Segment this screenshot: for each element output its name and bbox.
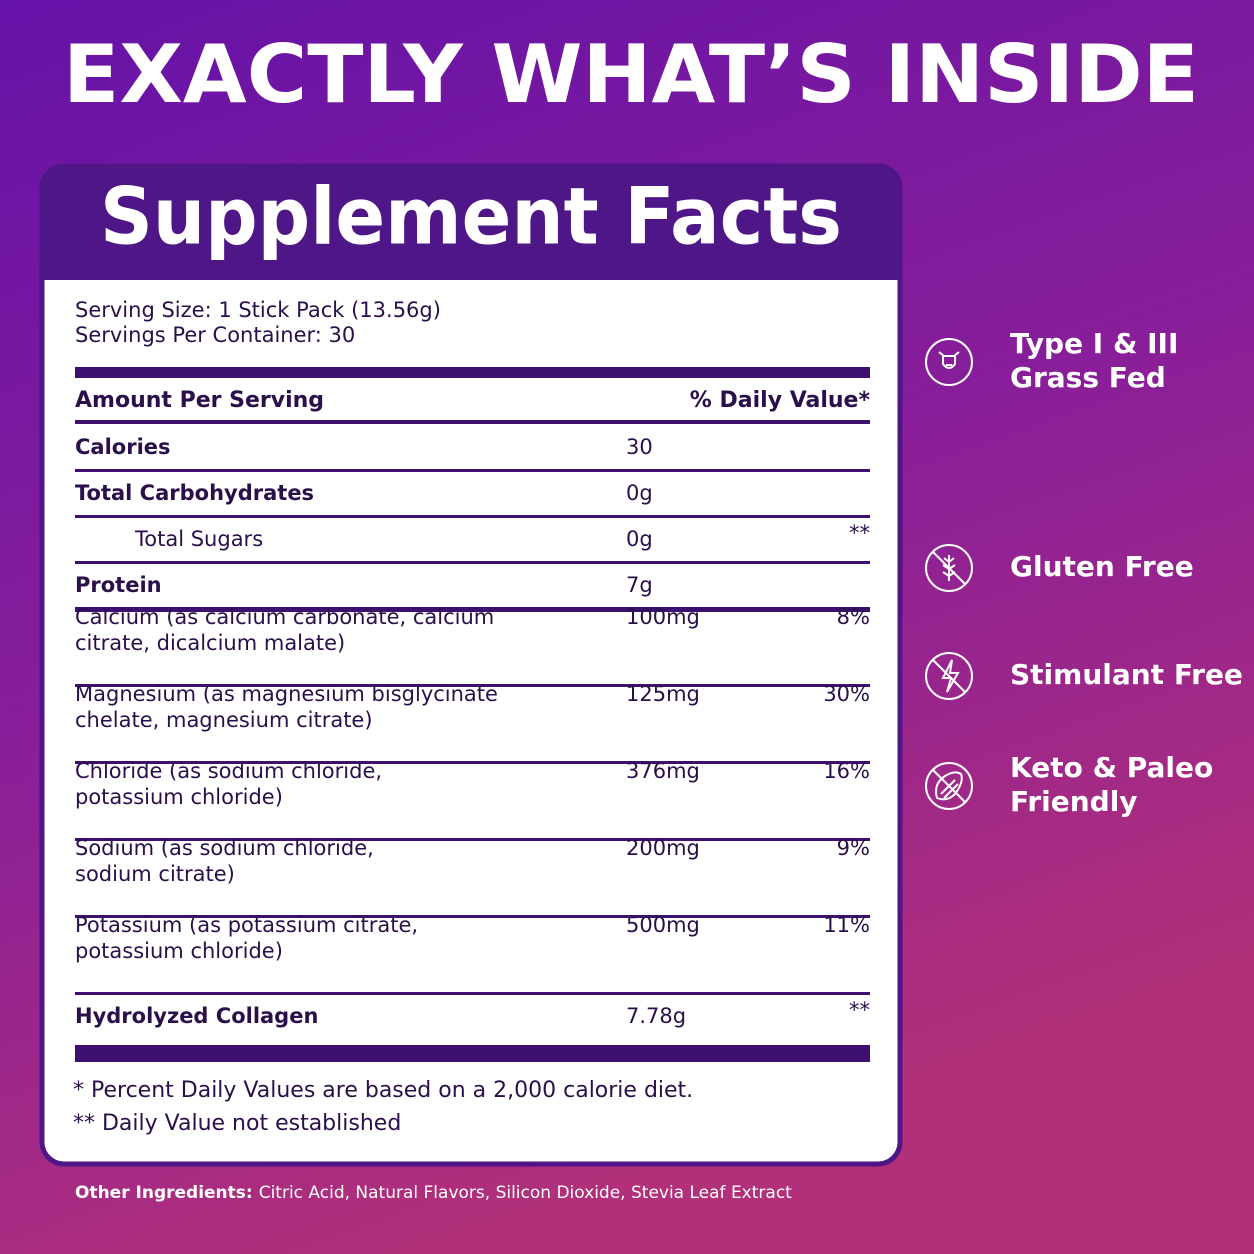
badge-label: Stimulant Free [1010, 658, 1243, 691]
bolt-icon [925, 652, 973, 700]
thick-rule [75, 1045, 870, 1062]
nutrient-name: Total Sugars [134, 527, 263, 551]
daily-value: 8% [837, 605, 870, 629]
cow-icon [925, 338, 973, 386]
daily-value: 11% [823, 913, 870, 937]
amount: 30 [626, 435, 653, 459]
daily-value: 30% [823, 682, 870, 706]
meat-icon [925, 762, 973, 810]
other-ingredients: Other Ingredients: Citric Acid, Natural F… [75, 1183, 792, 1203]
badge-label: Type I & III [1010, 327, 1178, 360]
rule [75, 761, 870, 764]
badge-label: Gluten Free [1010, 550, 1194, 583]
rule [75, 561, 870, 564]
rule [75, 515, 870, 518]
amount: 0g [626, 481, 653, 505]
badge-label: Friendly [1010, 785, 1138, 818]
nutrient-name: chelate, magnesium citrate) [75, 708, 373, 732]
panel-title: Supplement Facts [100, 172, 842, 262]
amount: 100mg [626, 605, 700, 629]
badge-label: Grass Fed [1010, 361, 1166, 394]
nutrient-name: Calories [75, 435, 171, 459]
other-ingredients-text: Citric Acid, Natural Flavors, Silicon Di… [259, 1183, 792, 1203]
panel-header [42, 166, 900, 280]
nutrient-name: potassium chloride) [75, 939, 283, 963]
rule [75, 469, 870, 472]
nutrient-name: citrate, dicalcium malate) [75, 631, 345, 655]
column-header: Amount Per Serving [75, 388, 324, 413]
nutrient-name: Magnesium (as magnesium bisglycinate [75, 682, 498, 706]
page-title: EXACTLY WHAT’S INSIDE [63, 28, 1199, 121]
serving-info: Servings Per Container: 30 [75, 323, 355, 347]
amount: 200mg [626, 836, 700, 860]
rule [75, 838, 870, 841]
daily-value: ** [849, 521, 870, 545]
nutrient-name: Protein [75, 573, 162, 597]
daily-value: 16% [823, 759, 870, 783]
footnote: * Percent Daily Values are based on a 2,… [73, 1078, 693, 1103]
nutrient-name: Potassium (as potassium citrate, [75, 913, 418, 937]
amount: 0g [626, 527, 653, 551]
thick-rule [75, 367, 870, 378]
nutrient-name: Total Carbohydrates [75, 481, 314, 505]
rule [75, 607, 870, 612]
nutrient-name: Calcium (as calcium carbonate, calcium [75, 605, 494, 629]
badge-label: Keto & Paleo [1010, 751, 1213, 784]
badge-icons [925, 338, 973, 810]
serving-info: Serving Size: 1 Stick Pack (13.56g) [75, 298, 441, 322]
rule [75, 684, 870, 687]
rule [75, 420, 870, 424]
nutrient-name: potassium chloride) [75, 785, 283, 809]
nutrient-name: Hydrolyzed Collagen [75, 1004, 318, 1028]
nutrient-name: sodium citrate) [75, 862, 235, 886]
daily-value: 9% [837, 836, 870, 860]
gluten-icon [925, 544, 973, 592]
nutrient-name: Sodium (as sodium chloride, [75, 836, 374, 860]
amount: 7g [626, 573, 653, 597]
amount: 500mg [626, 913, 700, 937]
rule [75, 992, 870, 995]
footnote: ** Daily Value not established [73, 1111, 401, 1136]
daily-value: ** [849, 998, 870, 1022]
nutrient-name: Chloride (as sodium chloride, [75, 759, 382, 783]
amount: 7.78g [626, 1004, 686, 1028]
column-header: % Daily Value* [690, 388, 871, 413]
rule [75, 915, 870, 918]
amount: 376mg [626, 759, 700, 783]
amount: 125mg [626, 682, 700, 706]
other-ingredients-label: Other Ingredients: [75, 1183, 253, 1203]
